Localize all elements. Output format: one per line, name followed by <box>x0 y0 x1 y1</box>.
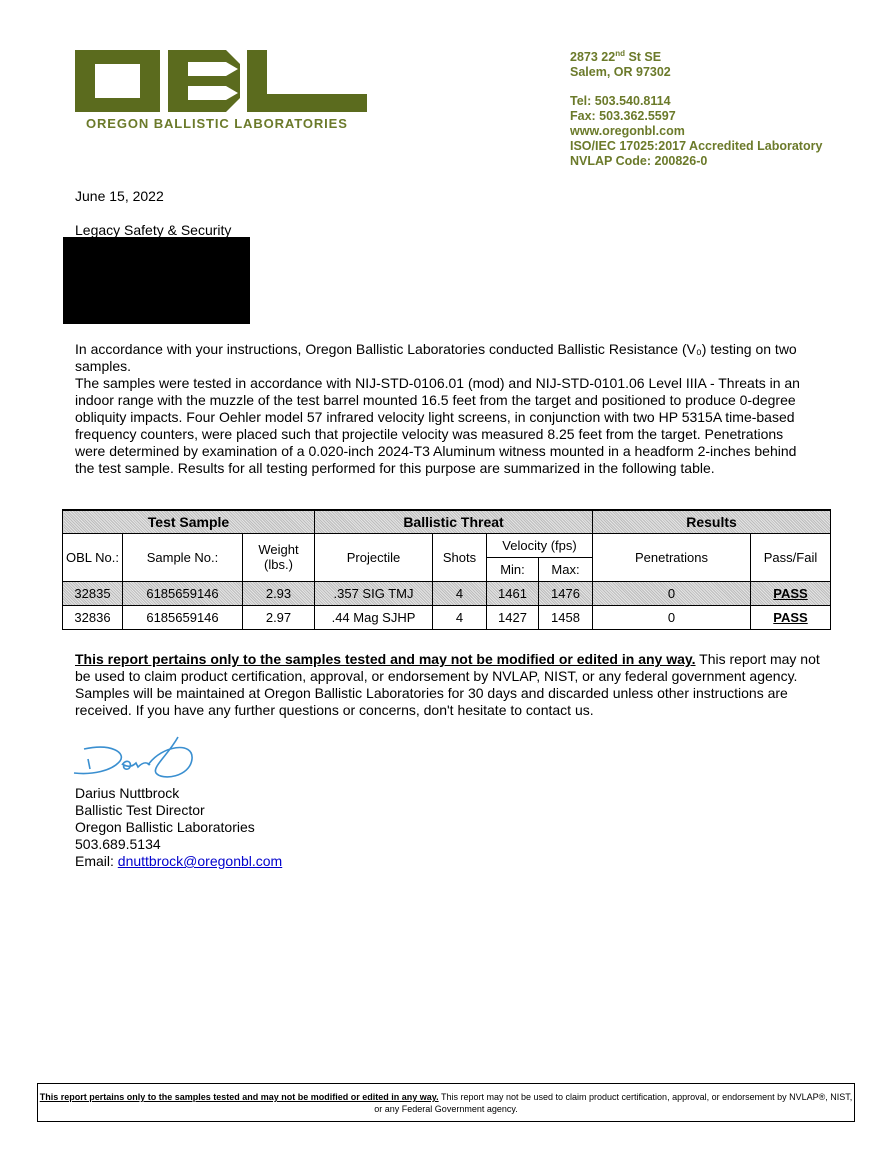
org-name: OREGON BALLISTIC LABORATORIES <box>86 116 348 131</box>
cell-penetrations: 0 <box>592 604 751 630</box>
header-projectile: Projectile <box>314 532 433 582</box>
email-label: Email: <box>75 853 118 869</box>
cell-result: PASS <box>750 580 831 606</box>
cell-weight: 2.93 <box>242 580 315 606</box>
column-header-row: OBL No.: Sample No.: Weight (lbs.) Proje… <box>62 532 831 582</box>
website: www.oregonbl.com <box>570 124 685 139</box>
signer-title: Ballistic Test Director <box>75 802 205 818</box>
cell-sample: 6185659146 <box>122 604 243 630</box>
header-pass-fail: Pass/Fail <box>750 532 831 582</box>
cell-min: 1427 <box>486 604 539 630</box>
header-obl-no: OBL No.: <box>62 532 123 582</box>
recipient: Legacy Safety & Security <box>75 222 232 238</box>
cell-projectile: .357 SIG TMJ <box>314 580 433 606</box>
cell-obl: 32835 <box>62 580 123 606</box>
cell-projectile: .44 Mag SJHP <box>314 604 433 630</box>
cell-penetrations: 0 <box>592 580 751 606</box>
header-weight: Weight (lbs.) <box>242 532 315 582</box>
cell-shots: 4 <box>432 580 487 606</box>
results-table: Test Sample Ballistic Threat Results OBL… <box>62 509 831 630</box>
table-row: 32835 6185659146 2.93 .357 SIG TMJ 4 146… <box>62 580 831 606</box>
cell-max: 1476 <box>538 580 593 606</box>
address-line-1: 2873 22nd St SE <box>570 49 662 65</box>
signer-name: Darius Nuttbrock <box>75 785 180 801</box>
group-test-sample: Test Sample <box>62 509 315 534</box>
group-results: Results <box>592 509 831 534</box>
footer-bold: This report pertains only to the samples… <box>39 1092 439 1102</box>
disclaimer-paragraph: This report pertains only to the samples… <box>75 651 820 719</box>
header-shots: Shots <box>432 532 487 582</box>
letterhead-contact: 2873 22nd St SE Salem, OR 97302 Tel: 503… <box>570 46 822 169</box>
header-max: Max: <box>538 556 593 582</box>
signer-email-line: Email: dnuttbrock@oregonbl.com <box>75 853 282 870</box>
group-header-row: Test Sample Ballistic Threat Results <box>62 509 831 534</box>
cell-result: PASS <box>750 604 831 630</box>
cell-shots: 4 <box>432 604 487 630</box>
paragraph-method: The samples were tested in accordance wi… <box>75 375 800 476</box>
email-link[interactable]: dnuttbrock@oregonbl.com <box>117 853 283 869</box>
signature <box>73 736 193 778</box>
signer-org: Oregon Ballistic Laboratories <box>75 819 255 835</box>
group-ballistic-threat: Ballistic Threat <box>314 509 593 534</box>
redaction-block <box>63 237 250 324</box>
iso-accreditation: ISO/IEC 17025:2017 Accredited Laboratory <box>570 139 823 154</box>
nvlap-code: NVLAP Code: 200826-0 <box>570 154 708 169</box>
header-sample-no: Sample No.: <box>122 532 243 582</box>
header-min: Min: <box>486 556 539 582</box>
cell-weight: 2.97 <box>242 604 315 630</box>
letter-body: In accordance with your instructions, Or… <box>75 341 815 477</box>
cell-min: 1461 <box>486 580 539 606</box>
obl-logo <box>75 50 367 112</box>
signer-phone: 503.689.5134 <box>75 836 161 852</box>
signature-block: Darius Nuttbrock Ballistic Test Director… <box>75 785 282 870</box>
cell-max: 1458 <box>538 604 593 630</box>
letter-date: June 15, 2022 <box>75 188 164 204</box>
paragraph-intro: In accordance with your instructions, Or… <box>75 341 797 374</box>
velocity-subheader-row: Min: Max: <box>63 556 831 582</box>
header-velocity: Velocity (fps) <box>486 532 593 558</box>
cell-sample: 6185659146 <box>122 580 243 606</box>
address-line-2: Salem, OR 97302 <box>570 65 671 80</box>
table-row: 32836 6185659146 2.97 .44 Mag SJHP 4 142… <box>62 604 831 630</box>
header-penetrations: Penetrations <box>592 532 751 582</box>
tel: Tel: 503.540.8114 <box>570 94 671 109</box>
disclaimer-text: This report may not be used to claim pro… <box>75 651 820 718</box>
fax: Fax: 503.362.5597 <box>570 109 676 124</box>
cell-obl: 32836 <box>62 604 123 630</box>
footer-text: This report may not be used to claim pro… <box>374 1092 853 1114</box>
footer-disclaimer: This report pertains only to the samples… <box>37 1083 855 1122</box>
disclaimer-bold: This report pertains only to the samples… <box>75 651 696 667</box>
